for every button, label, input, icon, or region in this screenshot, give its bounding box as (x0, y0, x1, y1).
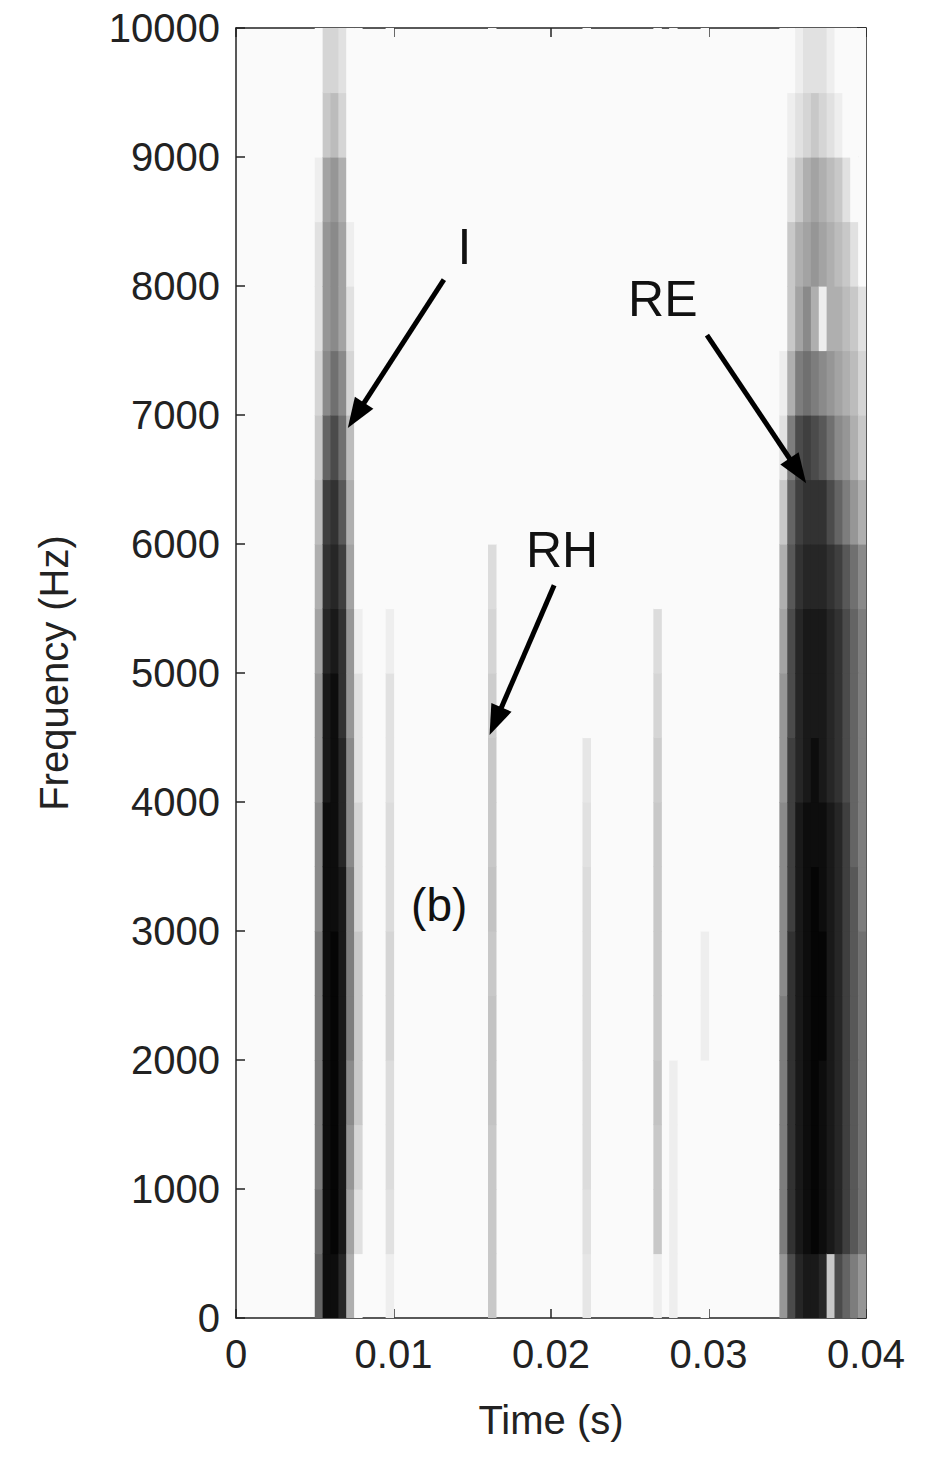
svg-text:Time (s): Time (s) (478, 1398, 623, 1442)
svg-text:8000: 8000 (131, 264, 220, 308)
svg-text:9000: 9000 (131, 135, 220, 179)
svg-text:RE: RE (628, 271, 697, 327)
svg-text:3000: 3000 (131, 909, 220, 953)
svg-text:4000: 4000 (131, 780, 220, 824)
svg-text:(b): (b) (411, 879, 467, 931)
svg-text:Frequency (Hz): Frequency (Hz) (32, 535, 76, 811)
svg-text:2000: 2000 (131, 1038, 220, 1082)
svg-text:10000: 10000 (109, 6, 220, 50)
svg-text:0.03: 0.03 (670, 1332, 748, 1376)
svg-text:I: I (457, 219, 471, 275)
svg-text:0.02: 0.02 (512, 1332, 590, 1376)
svg-text:0: 0 (198, 1296, 220, 1340)
svg-text:0: 0 (225, 1332, 247, 1376)
svg-text:6000: 6000 (131, 522, 220, 566)
svg-text:7000: 7000 (131, 393, 220, 437)
svg-text:0.04: 0.04 (827, 1332, 905, 1376)
svg-text:0.01: 0.01 (355, 1332, 433, 1376)
svg-text:RH: RH (526, 522, 598, 578)
svg-text:1000: 1000 (131, 1167, 220, 1211)
svg-text:5000: 5000 (131, 651, 220, 695)
